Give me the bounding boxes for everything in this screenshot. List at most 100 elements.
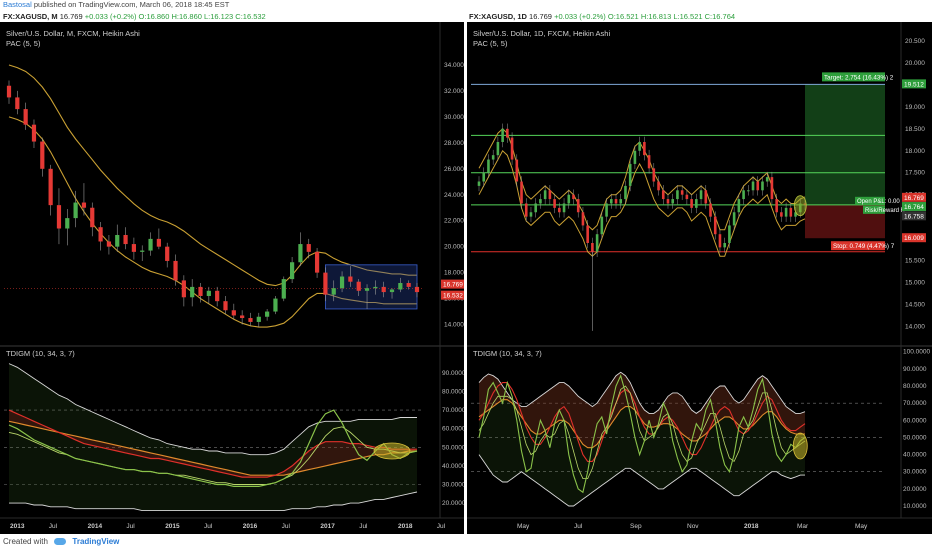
candle-body — [510, 137, 514, 160]
publish-info: published on TradingView.com, March 06, … — [33, 0, 230, 9]
y-tick-label: 14.500 — [905, 301, 925, 308]
tdi-band-lower — [478, 454, 805, 507]
tdi-y-tick-label: 80.0000 — [903, 383, 927, 390]
tdi-y-tick-label: 40.0000 — [442, 463, 464, 470]
candle-body — [98, 227, 103, 242]
candle-body — [765, 177, 769, 182]
x-tick-label: 2018 — [744, 523, 759, 530]
candle-body — [534, 203, 537, 213]
tradingview-brand-link[interactable]: TradingView — [72, 537, 120, 546]
candle-body — [140, 250, 145, 252]
price-tag — [902, 79, 926, 89]
candle-body — [558, 207, 561, 213]
candle-body — [572, 194, 575, 200]
footer: Created with TradingView — [0, 534, 932, 550]
y-tick-label: 15.000 — [905, 280, 925, 287]
candle-body — [643, 141, 646, 156]
candle-body — [676, 190, 679, 200]
candle-body — [73, 202, 78, 219]
candle-body — [789, 207, 793, 217]
tdi-signal-line — [8, 420, 417, 476]
right-change: +0.033 (+0.2%) — [554, 12, 606, 21]
candle-body — [181, 280, 186, 298]
y-tick-label: 20.000 — [905, 60, 925, 67]
x-tick-label: Sep — [630, 523, 642, 530]
tdi-price-line — [8, 409, 418, 487]
candle-body — [742, 190, 745, 200]
candle-body — [373, 286, 378, 289]
candle-body — [666, 199, 670, 204]
candle-body — [723, 242, 726, 248]
candle-body — [265, 311, 270, 317]
candle-body — [713, 216, 717, 235]
pac-lower-line — [478, 149, 806, 257]
candle-body — [477, 181, 481, 186]
y-tick-label: 14.000 — [444, 322, 464, 329]
right-chart[interactable]: 20.50020.00019.50019.00018.50018.00017.5… — [467, 22, 932, 534]
candle-body — [298, 244, 303, 263]
candle-body — [331, 288, 336, 295]
tdi-y-tick-label: 50.0000 — [442, 444, 464, 451]
author-link[interactable]: Bastosal — [3, 0, 32, 9]
right-ticker-bar: FX:XAGUSD, 1D 16.769 +0.033 (+0.2%) O:16… — [469, 11, 735, 22]
x-tick-label: 2013 — [10, 523, 25, 530]
risk-reward-label: Risk/Reward R — [865, 208, 906, 214]
tdi-red-fill — [9, 410, 417, 478]
right-chart-canvas[interactable]: 20.50020.00019.50019.00018.50018.00017.5… — [467, 22, 932, 534]
candle-body — [256, 316, 261, 322]
left-chart[interactable]: 34.000 32.000 30.000 28.000 26.000 24.000 22.0… — [0, 22, 464, 534]
right-pac-label: PAC (5, 5) — [473, 39, 508, 48]
left-chart-canvas[interactable]: 34.000 32.000 30.000 28.000 26.000 24.000 22.0… — [0, 22, 464, 534]
x-tick-label: Jul — [49, 523, 58, 530]
x-tick-label: 2016 — [243, 523, 258, 530]
x-tick-label: Jul — [574, 523, 583, 530]
candle-body — [115, 234, 120, 247]
candle-body — [123, 234, 128, 245]
price-tag-label: 16.769 — [904, 195, 924, 202]
candle-body — [389, 289, 395, 293]
right-last-price: 16.769 — [529, 12, 552, 21]
candle-body — [6, 85, 12, 98]
price-tag-label: 16.758 — [904, 213, 924, 220]
right-tdi-label: TDIGM (10, 34, 3, 7) — [473, 349, 542, 358]
candle-body — [709, 203, 712, 217]
left-pac-label: PAC (5, 5) — [6, 39, 41, 48]
candle-body — [506, 128, 509, 138]
candle-body — [671, 199, 675, 204]
y-tick-label: 26.000 — [444, 166, 464, 173]
x-tick-label: Jul — [204, 523, 213, 530]
y-tick-label: 20.000 — [444, 244, 464, 251]
price-tag — [902, 192, 926, 202]
candle-body — [756, 181, 760, 191]
y-tick-label: 19.000 — [905, 104, 925, 111]
tdi-y-tick-label: 40.0000 — [903, 452, 927, 459]
candle-body — [81, 202, 87, 208]
candle-body — [576, 199, 580, 213]
candle-body — [198, 286, 203, 296]
target-label: Target: 2.754 (16.43%) 2 — [824, 74, 894, 81]
x-tick-label: Jul — [437, 523, 446, 530]
x-tick-label: Mar — [797, 523, 809, 530]
left-last-price: 16.769 — [59, 12, 83, 21]
candle-body — [281, 279, 286, 299]
tdi-y-tick-label: 100.0000 — [903, 349, 930, 356]
candle-body — [562, 203, 566, 213]
candle-body — [348, 276, 353, 282]
candle-body — [131, 244, 136, 252]
candle-body — [23, 109, 28, 125]
candle-body — [364, 288, 370, 291]
candle-body — [223, 301, 228, 311]
candle-body — [657, 181, 660, 191]
candle-body — [595, 234, 599, 252]
y-tick-label: 18.000 — [444, 270, 464, 277]
candle-body — [543, 190, 547, 200]
candle-body — [215, 290, 220, 302]
candle-body — [761, 181, 764, 191]
price-tag-label: 16.009 — [904, 235, 924, 242]
y-tick-label: 18.000 — [905, 148, 925, 155]
y-tick-label: 30.000 — [444, 114, 464, 121]
y-tick-label: 24.000 — [444, 192, 464, 199]
candle-body — [581, 212, 585, 226]
tdi-band-fill — [9, 363, 417, 511]
tdi-y-tick-label: 90.0000 — [903, 366, 927, 373]
